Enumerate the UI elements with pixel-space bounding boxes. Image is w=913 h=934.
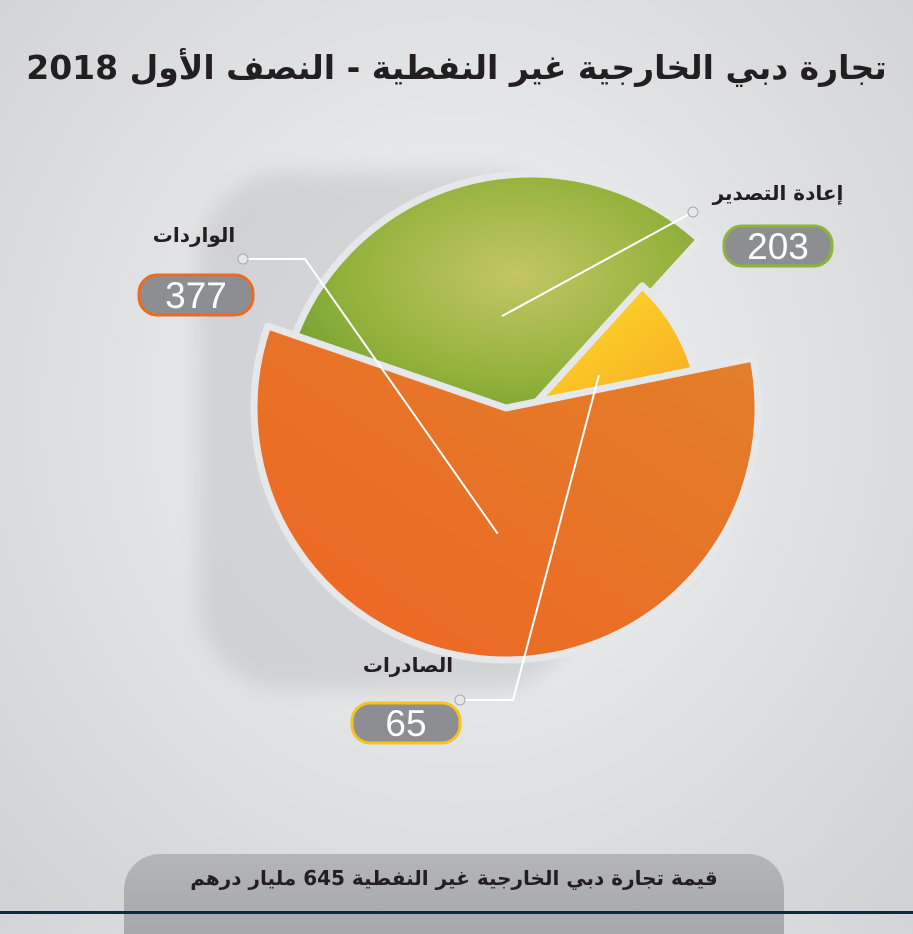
slice-value: 377 bbox=[165, 275, 227, 316]
leader-line bbox=[243, 258, 499, 535]
slice-value: 203 bbox=[747, 226, 809, 267]
leader-line bbox=[501, 211, 694, 318]
slice-label: الصادرات bbox=[363, 653, 453, 677]
leader-dot bbox=[687, 206, 699, 218]
slice-label: إعادة التصدير bbox=[712, 181, 844, 205]
value-pill bbox=[722, 224, 834, 268]
pie-chart: إعادة التصدير 203 الصادرات 65 الواردات 377 bbox=[137, 170, 844, 745]
value-pill bbox=[350, 701, 462, 745]
bottom-border bbox=[0, 911, 913, 914]
pie-slice bbox=[288, 170, 704, 430]
slice-value: 65 bbox=[385, 703, 426, 744]
footer-total-text: قيمة تجارة دبي الخارجية غير النفطية 645 … bbox=[190, 866, 718, 890]
chart-title: تجارة دبي الخارجية غير النفطية - النصف ا… bbox=[26, 48, 887, 87]
value-pill bbox=[137, 273, 255, 317]
leader-dot bbox=[237, 253, 249, 265]
pie-slice bbox=[250, 322, 762, 664]
leader-line bbox=[460, 374, 600, 701]
leader-dot bbox=[454, 694, 466, 706]
slice-label: الواردات bbox=[153, 223, 236, 247]
